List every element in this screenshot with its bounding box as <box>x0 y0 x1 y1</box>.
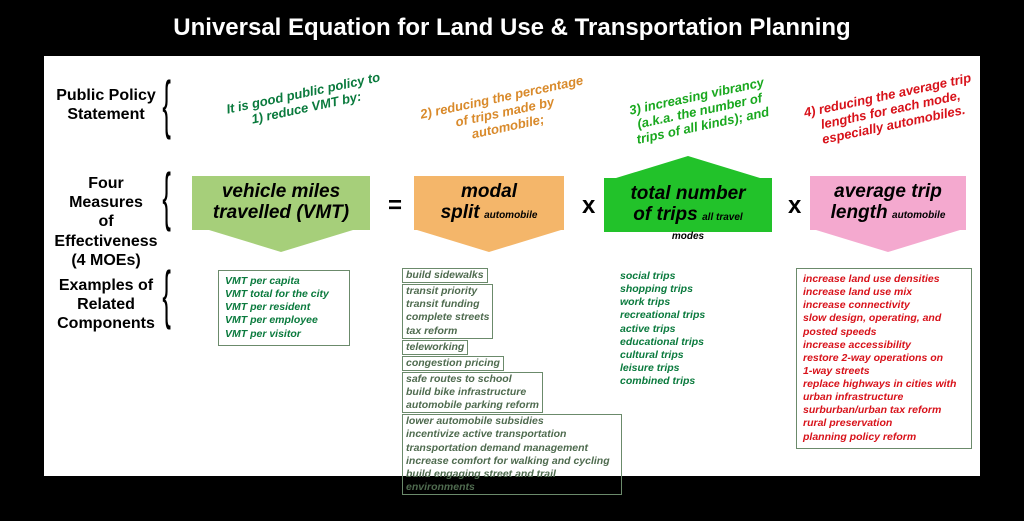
row-label-moes: Four Measures of Effectiveness (4 MOEs) <box>50 174 162 270</box>
component-group: safe routes to school build bike infrast… <box>402 372 543 413</box>
component-group: build sidewalks <box>402 268 488 283</box>
component-group: congestion pricing <box>402 356 504 371</box>
components-vmt: VMT per capita VMT total for the city VM… <box>218 270 350 346</box>
policy-4: 4) reducing the average trip lengths for… <box>783 67 998 154</box>
moe-modal-sub: automobile <box>484 210 537 221</box>
components-modal: build sidewalkstransit priority transit … <box>402 268 622 496</box>
components-trips: social trips shopping trips work trips r… <box>620 270 760 388</box>
op-times-1: x <box>582 192 595 220</box>
row-label-components: Examples of Related Components <box>50 276 162 334</box>
components-length: increase land use densities increase lan… <box>796 268 972 449</box>
brace-moes: { <box>162 164 171 228</box>
component-group: lower automobile subsidies incentivize a… <box>402 414 622 495</box>
moe-vmt: vehicle miles travelled (VMT) <box>192 176 370 230</box>
diagram-panel: Public Policy Statement { Four Measures … <box>44 56 980 476</box>
moe-vmt-label: vehicle miles travelled (VMT) <box>213 181 349 223</box>
moe-length: average trip length automobile <box>810 176 966 230</box>
policy-2: 2) reducing the percentage of trips made… <box>407 71 602 154</box>
moe-modal: modal split automobile <box>414 176 564 230</box>
component-group: teleworking <box>402 340 468 355</box>
component-group: transit priority transit funding complet… <box>402 284 493 339</box>
policy-3: 3) increasing vibrancy (a.k.a. the numbe… <box>597 69 802 154</box>
op-times-2: x <box>788 192 801 220</box>
brace-components: { <box>162 262 171 326</box>
moe-length-sub: automobile <box>892 210 945 221</box>
page-title: Universal Equation for Land Use & Transp… <box>0 0 1024 52</box>
row-label-policy: Public Policy Statement <box>50 86 162 124</box>
op-equals: = <box>388 192 402 220</box>
policy-1: It is good public policy to 1) reduce VM… <box>209 67 401 136</box>
moe-trips: total number of trips all travel modes <box>604 178 772 232</box>
brace-policy: { <box>162 72 171 136</box>
